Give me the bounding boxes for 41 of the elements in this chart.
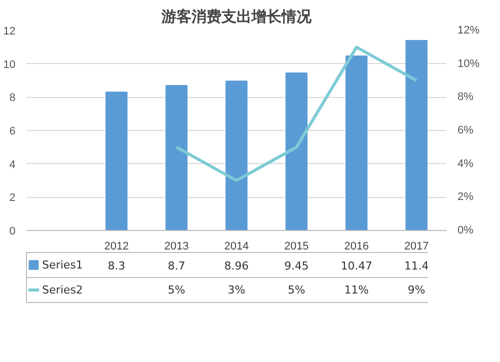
y-tick-label: 6 [9,126,16,138]
data-label: 9% [408,284,426,296]
x-tick-label: 2014 [224,240,249,252]
x-tick-label: 2016 [344,240,369,252]
y2-tick-label: 2% [458,191,474,204]
bar [286,72,308,230]
data-label: 5% [288,284,306,296]
data-label: 11.4 [404,260,429,272]
bar [106,92,128,230]
y-tick-label: 12 [3,26,16,38]
data-label: 8.3 [108,260,126,272]
y2-tick-label: 0% [458,224,474,236]
y-tick-label: 8 [9,92,16,104]
y2-tick-label: 4% [458,158,474,170]
data-label: 8.96 [224,260,249,272]
bar [406,40,428,230]
data-label: 5% [168,284,186,296]
y2-tick-label: 6% [458,124,474,136]
y-tick-label: 4 [9,158,16,171]
bar [166,85,188,230]
y2-tick-label: 10% [458,58,480,70]
x-tick-label: 2015 [284,240,309,252]
legend-label: Series2 [42,284,83,296]
x-tick-label: 2013 [164,240,189,252]
x-tick-label: 2017 [404,240,429,252]
data-label: 9.45 [284,260,309,272]
data-label: 3% [228,284,246,296]
legend-label: Series1 [42,258,83,272]
bar [346,56,368,230]
y-tick-label: 2 [9,192,16,204]
data-label: 11% [344,284,369,296]
data-label: 10.47 [340,260,372,272]
y2-tick-label: 8% [458,91,474,104]
bar [226,80,248,230]
x-tick-label: 2012 [104,240,129,252]
y-tick-label: 0 [9,226,16,238]
chart-title: 游客消费支出增长情况 [160,8,312,26]
line-series [175,46,418,182]
y-tick-label: 10 [3,58,16,71]
data-label: 8.7 [168,260,186,272]
y2-tick-label: 12% [458,24,480,36]
